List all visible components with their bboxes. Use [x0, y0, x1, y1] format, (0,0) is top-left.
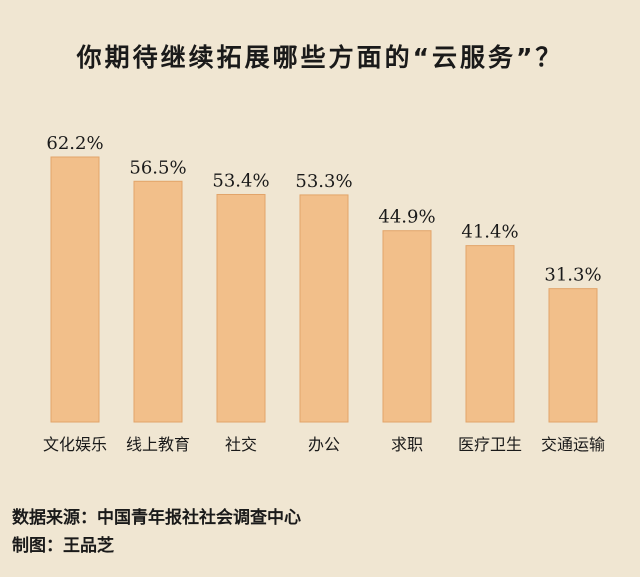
bar: [216, 193, 266, 423]
bars-group: [50, 156, 598, 423]
bar: [382, 230, 432, 423]
bar-value-label: 31.3%: [544, 265, 601, 286]
bar: [465, 245, 515, 423]
data-source: 数据来源：中国青年报社社会调查中心: [12, 508, 301, 528]
bar: [50, 156, 100, 423]
chart-title: 你期待继续拓展哪些方面的“云服务”？: [76, 43, 564, 72]
value-labels-group: 62.2% 56.5% 53.4% 53.3% 44.9% 41.4% 31.3%: [46, 133, 601, 286]
category-label: 医疗卫生: [458, 435, 522, 454]
category-label: 文化娱乐: [43, 435, 107, 454]
bar-value-label: 53.3%: [295, 171, 352, 192]
bar-value-label: 53.4%: [212, 170, 269, 191]
bar-value-label: 56.5%: [129, 157, 186, 178]
category-label: 办公: [308, 435, 340, 454]
category-label: 社交: [225, 435, 257, 454]
category-labels-group: 文化娱乐 线上教育 社交 办公 求职 医疗卫生 交通运输: [43, 435, 605, 454]
chart-credit: 制图：王品芝: [12, 536, 114, 556]
bar-value-label: 62.2%: [46, 133, 103, 154]
bar-value-label: 44.9%: [378, 207, 435, 228]
category-label: 求职: [391, 435, 423, 454]
bar: [133, 180, 183, 423]
category-label: 线上教育: [126, 435, 190, 454]
bar-value-label: 41.4%: [461, 222, 518, 243]
bar: [548, 288, 598, 423]
bar: [299, 194, 349, 423]
category-label: 交通运输: [541, 435, 605, 454]
